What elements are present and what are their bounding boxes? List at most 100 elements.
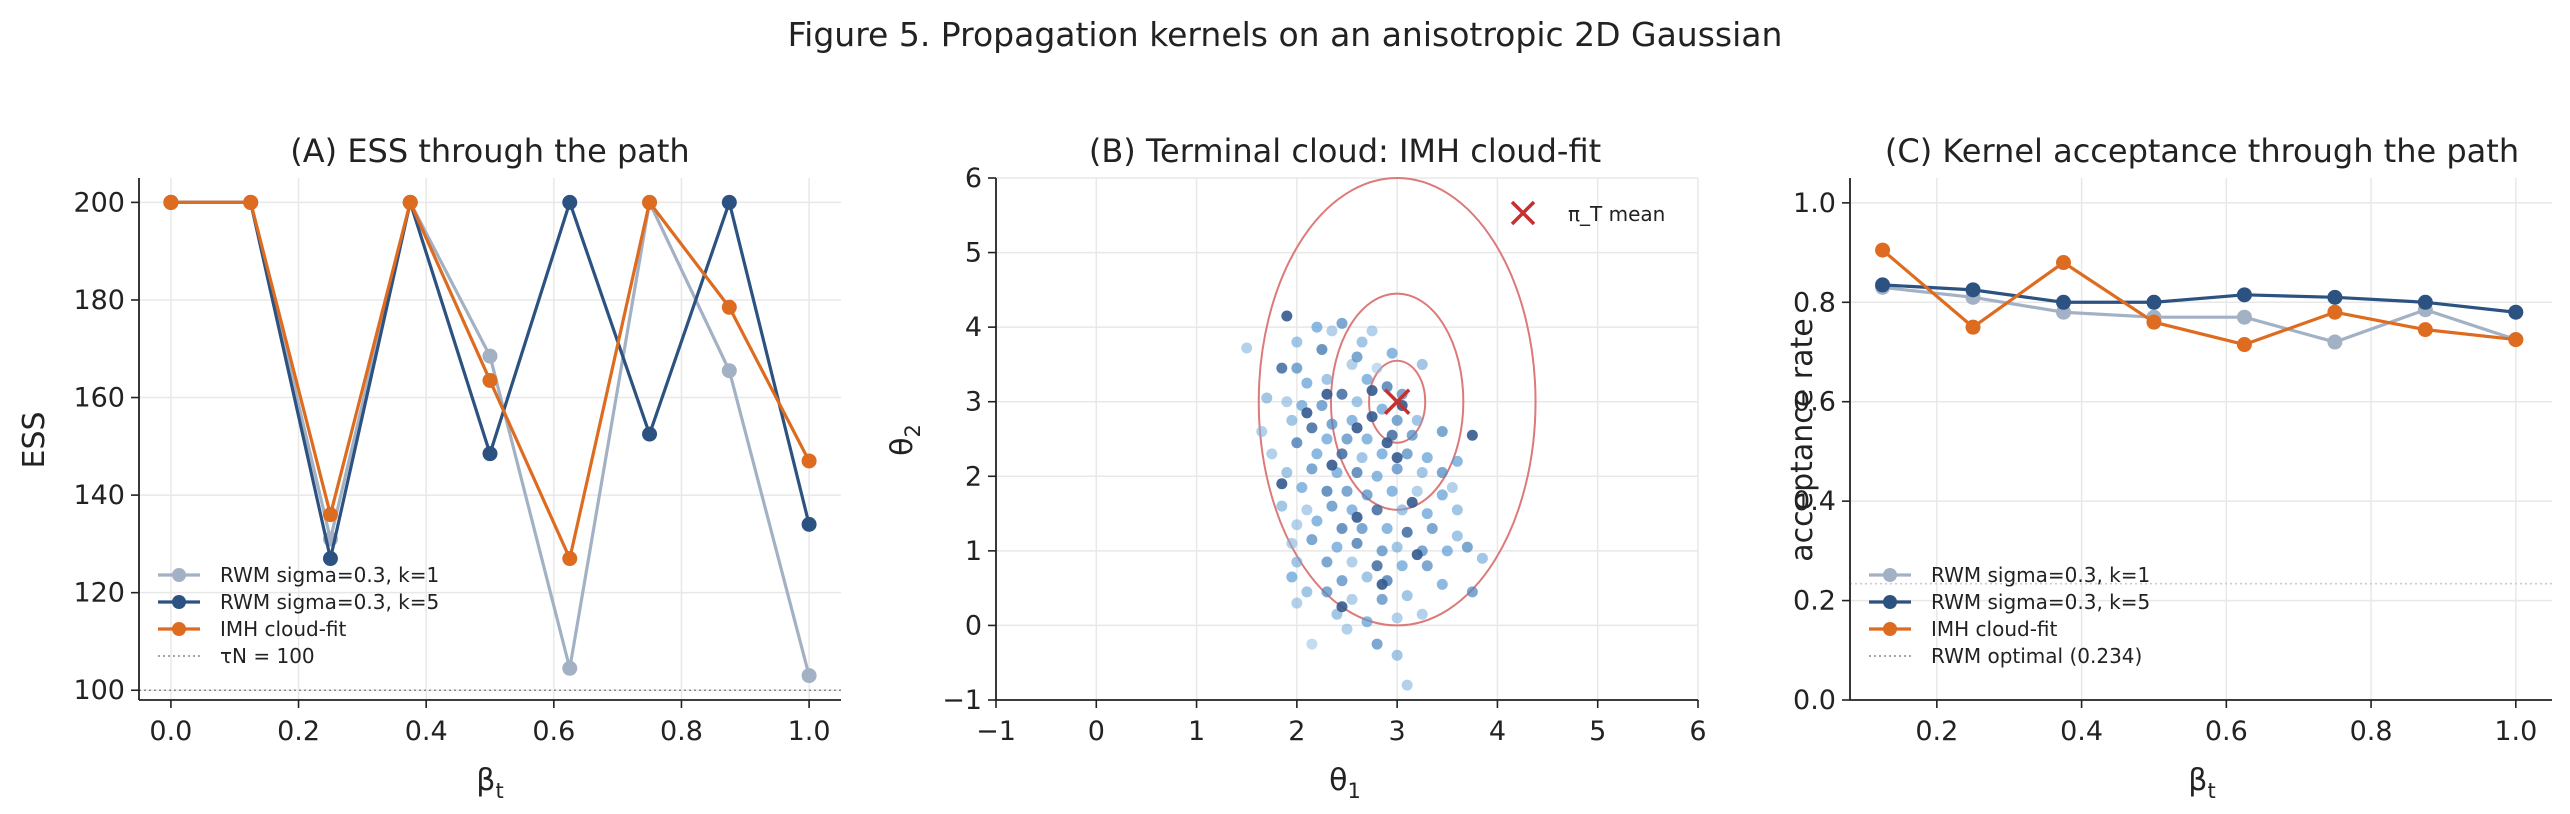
sample-point [1361, 616, 1373, 628]
legend-label: π_T mean [1568, 202, 1665, 226]
sample-point [1441, 545, 1453, 557]
panel-a-axes [138, 178, 841, 701]
sample-point [1326, 459, 1338, 471]
y-tick-label: 1 [965, 536, 982, 567]
sample-point [1301, 504, 1313, 516]
sample-point [1351, 422, 1363, 434]
series-point [1875, 242, 1891, 258]
sample-point [1366, 385, 1378, 397]
series-point [2146, 294, 2162, 310]
panel-c-axes [1849, 178, 2552, 701]
sample-point [1376, 448, 1388, 460]
panel-c-legend: RWM sigma=0.3, k=1 RWM sigma=0.3, k=5 IMH … [1869, 563, 2150, 668]
series-point [243, 194, 259, 210]
panel-b-x-label: θ1 [1329, 763, 1361, 803]
series-point [2417, 322, 2433, 338]
sample-point [1436, 578, 1448, 590]
panel-b-legend: π_T mean [1510, 200, 1665, 226]
sample-point [1386, 485, 1398, 497]
y-tick-label: 0.0 [1793, 685, 1836, 716]
sample-point [1376, 593, 1388, 605]
sample-point [1391, 463, 1403, 475]
sample-point [1316, 399, 1328, 411]
sample-point [1296, 481, 1308, 493]
sample-point [1281, 467, 1293, 479]
sample-point [1346, 593, 1358, 605]
series-point [801, 453, 817, 469]
sample-point [1436, 467, 1448, 479]
sample-point [1381, 522, 1393, 534]
series-point [322, 507, 338, 523]
sample-point [1451, 504, 1463, 516]
legend-marker [1883, 622, 1897, 636]
sample-point [1336, 575, 1348, 587]
series-point [2327, 334, 2343, 350]
x-tick-label: 0.2 [277, 716, 320, 747]
sample-point [1376, 545, 1388, 557]
sample-point [1371, 470, 1383, 482]
x-tick-label: 5 [1589, 716, 1606, 747]
x-tick-label: 0.4 [2060, 716, 2103, 747]
sample-point [1411, 414, 1423, 426]
panel-a-x-ticks: 0.0 0.2 0.4 0.6 0.8 1.0 [149, 700, 831, 747]
legend-label: RWM optimal (0.234) [1931, 644, 2142, 668]
sample-point [1381, 437, 1393, 449]
panel-b-points [1241, 310, 1488, 691]
y-tick-label: 5 [965, 238, 982, 269]
sample-point [1326, 500, 1338, 512]
sample-point [1266, 448, 1278, 460]
y-tick-label: 140 [73, 480, 125, 511]
panel-c-y-label: acceptance rate [1785, 318, 1820, 561]
panel-c-y-ticks: 0.0 0.2 0.4 0.6 0.8 1.0 [1793, 188, 1850, 716]
x-tick-label: 0.6 [532, 716, 575, 747]
sample-point [1451, 455, 1463, 467]
series-point [721, 363, 737, 379]
series-point [2327, 289, 2343, 305]
legend-marker [1883, 568, 1897, 582]
sample-point [1416, 358, 1428, 370]
sample-point [1356, 522, 1368, 534]
x-tick-label: 1 [1188, 716, 1205, 747]
sample-point [1291, 437, 1303, 449]
series-point [163, 194, 179, 210]
series-point [482, 446, 498, 462]
sample-point [1361, 373, 1373, 385]
y-tick-label: 120 [73, 578, 125, 609]
series-point [2508, 304, 2524, 320]
y-tick-label: 180 [73, 285, 125, 316]
sample-point [1276, 362, 1288, 374]
legend-label: RWM sigma=0.3, k=5 [1931, 590, 2150, 614]
sample-point [1321, 485, 1333, 497]
panel-b-x-ticks: −1 0 1 2 3 4 5 6 [976, 700, 1707, 747]
sample-point [1306, 463, 1318, 475]
sample-point [1351, 537, 1363, 549]
sample-point [1326, 418, 1338, 430]
sample-point [1301, 407, 1313, 419]
sample-point [1256, 426, 1268, 438]
x-tick-label: 0.4 [405, 716, 448, 747]
x-tick-label: 6 [1689, 716, 1706, 747]
sample-point [1321, 373, 1333, 385]
sample-point [1416, 608, 1428, 620]
sample-point [1281, 396, 1293, 408]
series-line [1881, 248, 2516, 347]
y-tick-label: 100 [73, 675, 125, 706]
mean-cross-stroke [1383, 388, 1411, 415]
series-point [1875, 277, 1891, 293]
y-tick-label: 0 [965, 610, 982, 641]
sample-point [1336, 601, 1348, 613]
legend-marker [172, 595, 186, 609]
sample-point [1291, 556, 1303, 568]
sample-point [1331, 541, 1343, 553]
legend-label: RWM sigma=0.3, k=1 [1931, 563, 2150, 587]
series-point [721, 299, 737, 315]
panel-b-title: (B) Terminal cloud: IMH cloud-fit [1089, 132, 1601, 170]
legend-marker [1510, 200, 1536, 226]
sample-point [1376, 578, 1388, 590]
series-point [801, 516, 817, 532]
sample-point [1391, 541, 1403, 553]
sample-point [1421, 452, 1433, 464]
sample-point [1336, 522, 1348, 534]
sample-point [1391, 414, 1403, 426]
